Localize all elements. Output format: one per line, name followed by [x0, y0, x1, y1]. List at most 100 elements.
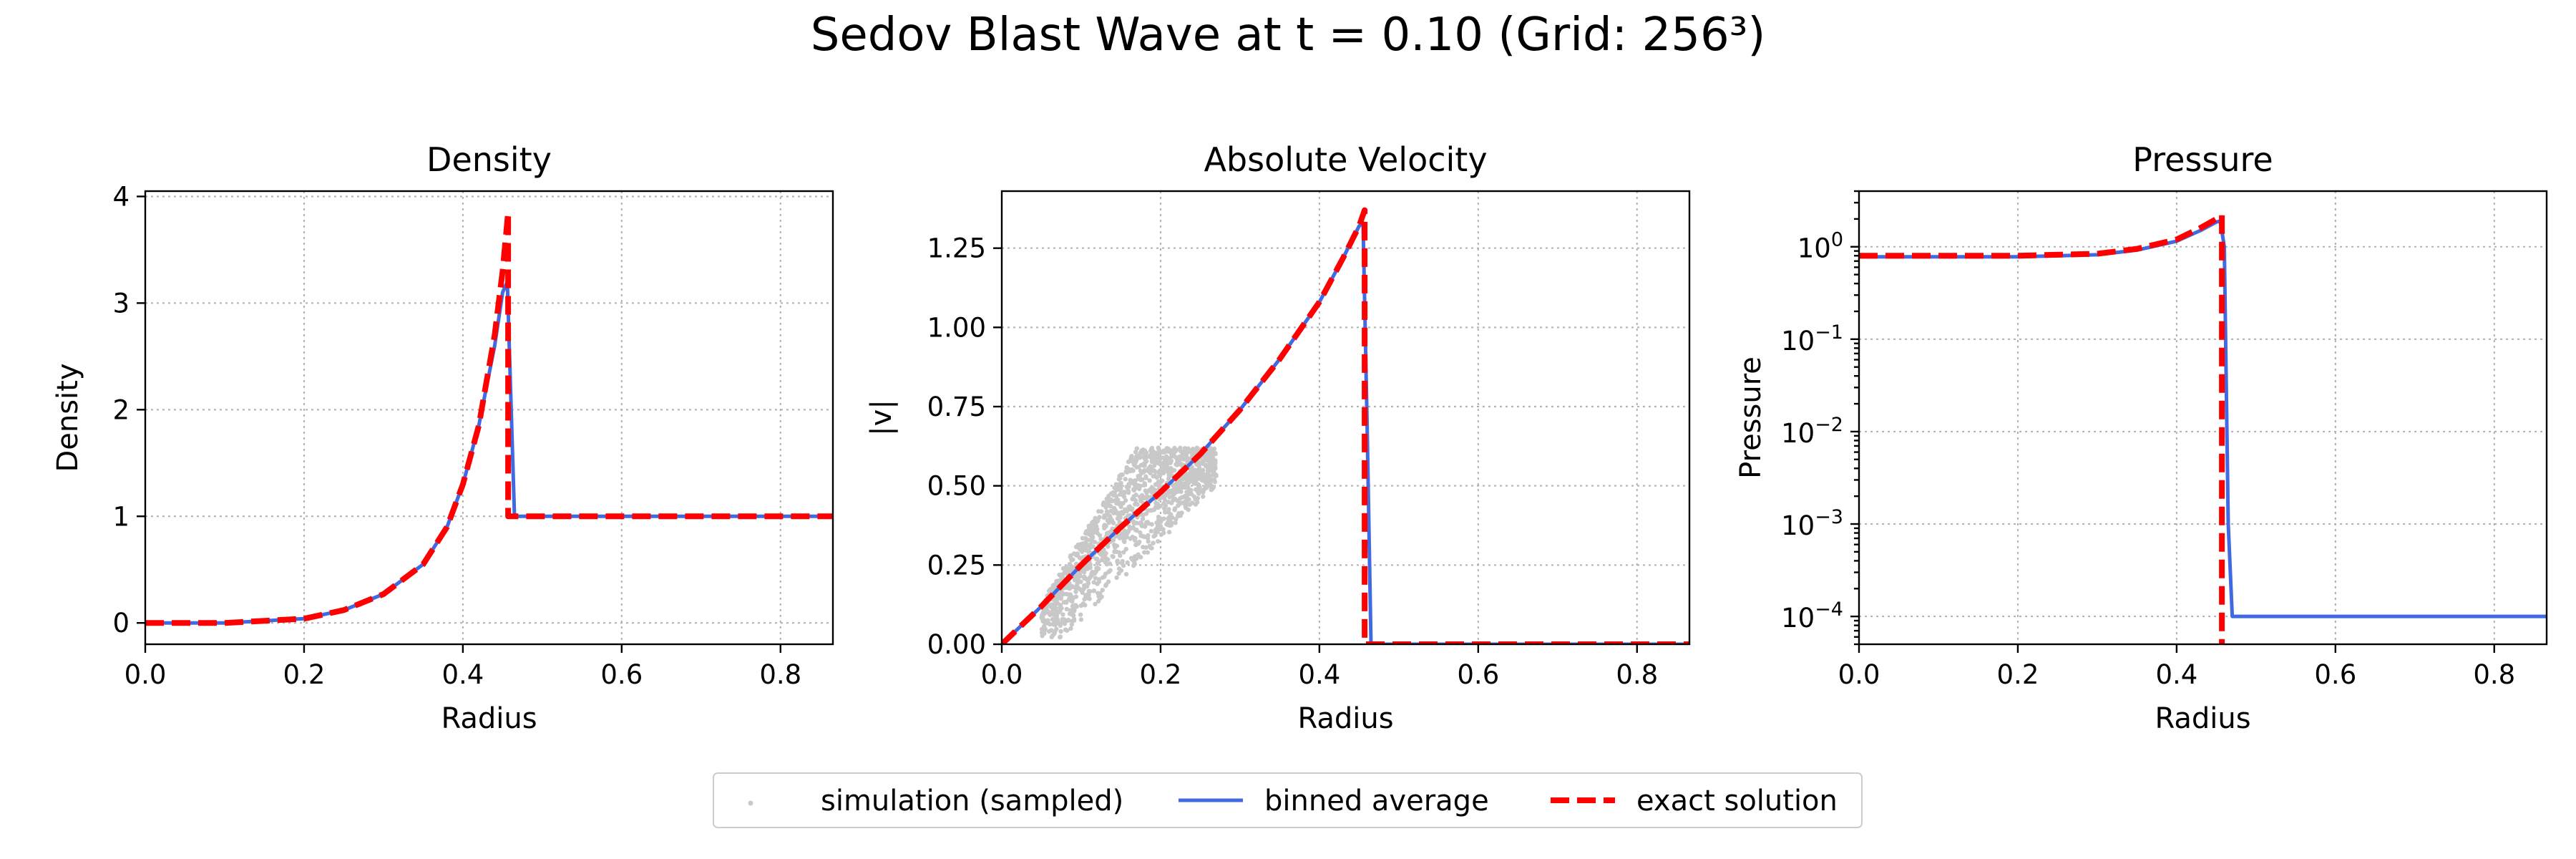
- simulation-point: [1093, 515, 1098, 521]
- simulation-point: [1115, 558, 1120, 563]
- axes-title: Pressure: [2132, 140, 2273, 179]
- simulation-point: [1093, 601, 1098, 607]
- simulation-point: [1083, 566, 1088, 572]
- simulation-point: [1080, 541, 1085, 546]
- simulation-point: [1129, 453, 1134, 459]
- simulation-point: [1179, 481, 1184, 486]
- simulation-point: [1119, 531, 1124, 536]
- simulation-point: [1106, 579, 1111, 584]
- simulation-point: [1140, 516, 1146, 521]
- simulation-point: [1118, 475, 1123, 481]
- simulation-point: [1160, 455, 1165, 460]
- simulation-point: [1108, 497, 1114, 503]
- simulation-point: [1163, 454, 1169, 459]
- simulation-point: [1140, 477, 1145, 482]
- legend-label: exact solution: [1636, 785, 1838, 817]
- axes-title: Absolute Velocity: [1204, 140, 1487, 179]
- legend-label: binned average: [1264, 785, 1489, 817]
- simulation-point: [1063, 627, 1068, 632]
- simulation-point: [1131, 559, 1137, 565]
- simulation-point: [1080, 549, 1085, 554]
- axes-density: 0.0 0.2 0.4 0.6 0.8 0 1 2 3 4 Density Radius Density: [52, 140, 834, 735]
- simulation-point: [1138, 530, 1143, 535]
- simulation-point: [1108, 529, 1113, 534]
- axes-title: Density: [426, 140, 552, 179]
- simulation-point: [1110, 553, 1115, 559]
- simulation-point: [1151, 534, 1156, 539]
- x-tick-label: 0.6: [1457, 659, 1499, 690]
- simulation-point: [1151, 540, 1156, 545]
- simulation-point: [1073, 544, 1079, 550]
- simulation-point: [1143, 474, 1148, 479]
- simulation-point: [1163, 503, 1169, 508]
- simulation-point: [1103, 583, 1108, 588]
- simulation-point: [1166, 507, 1171, 512]
- y-tick-label: 1.00: [927, 312, 986, 343]
- simulation-point: [1161, 527, 1166, 532]
- simulation-point: [1058, 629, 1063, 634]
- simulation-point: [1175, 503, 1181, 508]
- simulation-point: [1213, 466, 1218, 471]
- binned-average-line: [1859, 219, 2547, 618]
- simulation-point: [1142, 550, 1147, 555]
- simulation-point: [1078, 617, 1084, 622]
- simulation-point: [1164, 522, 1169, 527]
- simulation-point: [1106, 544, 1111, 549]
- exact-solution-line: [1002, 207, 1689, 644]
- simulation-point: [1050, 608, 1055, 614]
- simulation-point: [1165, 465, 1170, 470]
- simulation-point: [1184, 490, 1189, 495]
- simulation-point: [1145, 550, 1151, 555]
- y-tick-label: 1: [112, 501, 130, 532]
- simulation-point: [1056, 578, 1062, 583]
- legend-label: simulation (sampled): [821, 785, 1123, 817]
- simulation-point: [1210, 452, 1215, 458]
- simulation-point: [1085, 543, 1090, 548]
- simulation-point: [1179, 510, 1184, 515]
- simulation-point: [1114, 500, 1119, 506]
- simulation-point: [1210, 472, 1215, 477]
- simulation-point: [1104, 530, 1110, 536]
- simulation-point: [1123, 477, 1128, 482]
- simulation-point: [1161, 530, 1166, 535]
- simulation-point: [1086, 593, 1091, 598]
- simulation-point: [1114, 487, 1119, 492]
- simulation-point: [1042, 611, 1047, 616]
- simulation-point: [1068, 626, 1073, 631]
- y-tick-label: 0.00: [927, 629, 986, 660]
- simulation-point: [1154, 460, 1159, 465]
- simulation-point: [1088, 528, 1093, 533]
- y-tick-label: 0: [112, 608, 130, 639]
- simulation-point: [1209, 465, 1215, 471]
- simulation-point: [1156, 517, 1162, 522]
- simulation-point: [1109, 517, 1114, 523]
- figure-title: Sedov Blast Wave at t = 0.10 (Grid: 256³…: [811, 9, 1766, 62]
- simulation-point: [1175, 513, 1181, 518]
- simulation-point: [1095, 566, 1100, 571]
- x-tick-label: 0.2: [1140, 659, 1182, 690]
- simulation-point: [1078, 603, 1084, 608]
- simulation-point: [1040, 630, 1045, 636]
- simulation-point: [1163, 510, 1168, 515]
- y-tick-label: 10−2: [1781, 414, 1843, 449]
- simulation-point: [1145, 535, 1151, 540]
- simulation-point: [1162, 459, 1168, 464]
- simulation-point: [1143, 545, 1148, 550]
- simulation-point: [1171, 492, 1176, 498]
- simulation-point: [1068, 592, 1073, 597]
- y-tick-label: 2: [112, 394, 130, 425]
- simulation-point: [1148, 454, 1153, 460]
- simulation-point: [1119, 560, 1125, 566]
- x-tick-label: 0.2: [1997, 659, 2039, 690]
- simulation-point: [1148, 528, 1154, 534]
- simulation-point: [1058, 594, 1064, 599]
- simulation-point: [1060, 612, 1065, 617]
- simulation-point: [1108, 503, 1113, 509]
- simulation-point: [1192, 449, 1197, 455]
- simulation-point: [1167, 514, 1172, 520]
- simulation-point: [1091, 580, 1096, 585]
- simulation-point: [1136, 454, 1141, 459]
- simulation-point: [1180, 500, 1185, 505]
- simulation-point: [1103, 550, 1108, 556]
